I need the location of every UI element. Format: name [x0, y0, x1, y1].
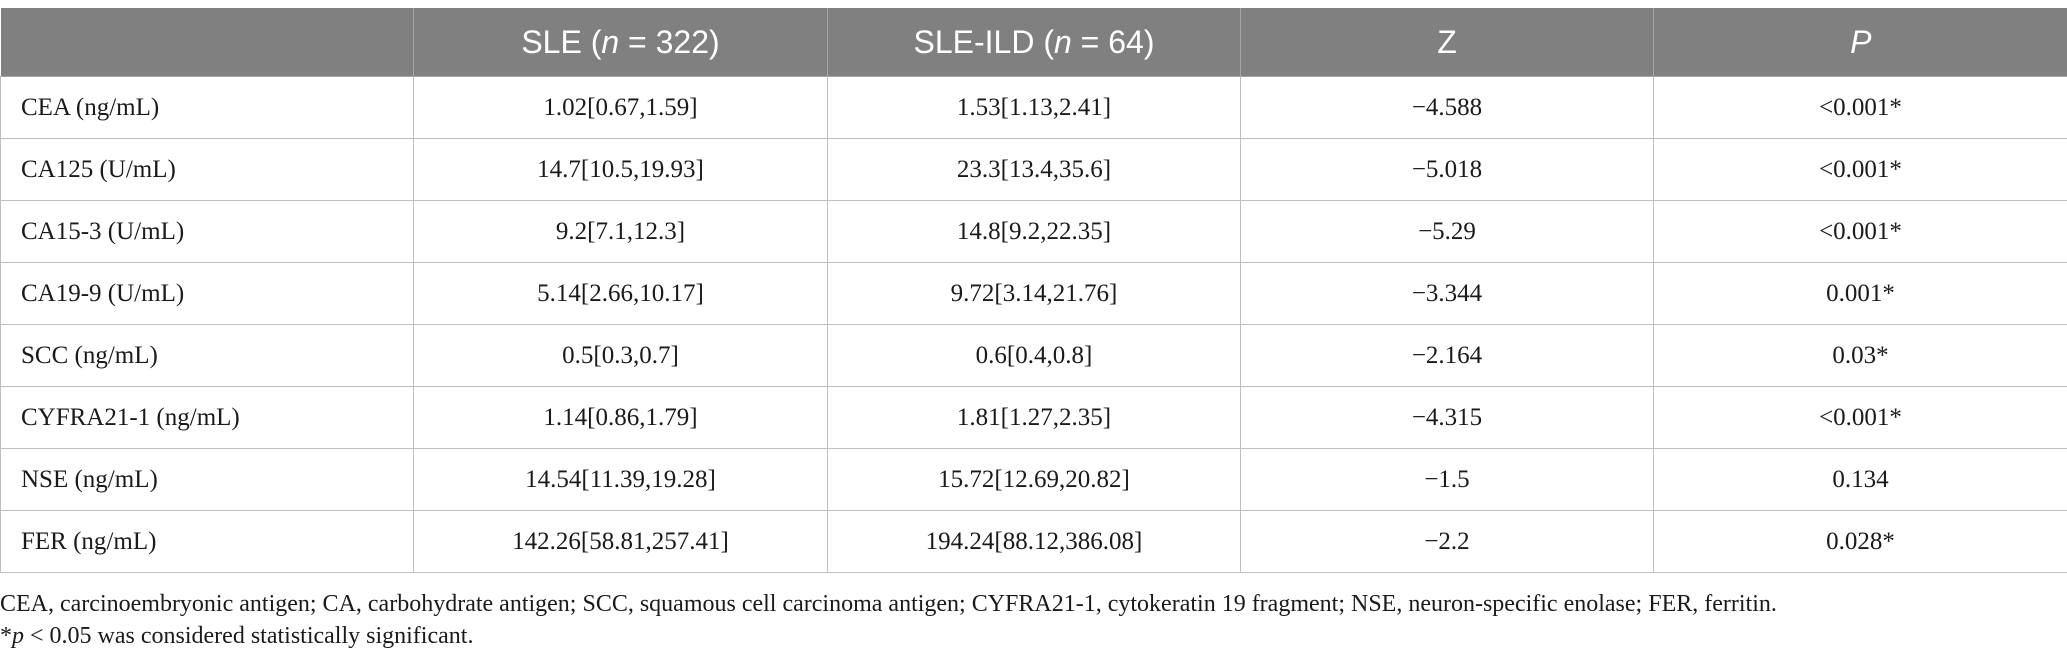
sle-ild-value-cell: 1.53[1.13,2.41]	[827, 76, 1241, 139]
header-sle-ild-post: = 64)	[1071, 23, 1155, 60]
sle-value-cell: 1.02[0.67,1.59]	[413, 76, 828, 139]
header-sle-post: = 322)	[619, 23, 720, 60]
abbreviations-footnote: CEA, carcinoembryonic antigen; CA, carbo…	[0, 591, 1777, 617]
table-body: CEA (ng/mL) 1.02[0.67,1.59] 1.53[1.13,2.…	[0, 76, 2067, 573]
row-label-cell: SCC (ng/mL)	[0, 324, 414, 387]
p-value-cell: 0.028*	[1653, 510, 2067, 573]
sle-ild-value-cell: 9.72[3.14,21.76]	[827, 262, 1241, 325]
p-value-cell: <0.001*	[1653, 386, 2067, 449]
header-cell-sle: SLE (n = 322)	[413, 8, 828, 77]
sle-value-cell: 142.26[58.81,257.41]	[413, 510, 828, 573]
header-sle-pre: SLE (	[521, 23, 602, 60]
sle-value-cell: 5.14[2.66,10.17]	[413, 262, 828, 325]
z-value-cell: −4.588	[1240, 76, 1654, 139]
header-sle-n: n	[601, 23, 620, 60]
significance-asterisk: *	[0, 623, 12, 649]
header-cell-variable	[0, 8, 414, 77]
table-row: CA19-9 (U/mL) 5.14[2.66,10.17] 9.72[3.14…	[0, 262, 2067, 325]
p-value-cell: 0.134	[1653, 448, 2067, 511]
sle-ild-value-cell: 194.24[88.12,386.08]	[827, 510, 1241, 573]
p-value-cell: 0.03*	[1653, 324, 2067, 387]
header-sle-ild-n: n	[1053, 23, 1072, 60]
header-sle-ild-pre: SLE-ILD (	[913, 23, 1054, 60]
sle-ild-value-cell: 15.72[12.69,20.82]	[827, 448, 1241, 511]
z-value-cell: −5.29	[1240, 200, 1654, 263]
results-table-container: SLE (n = 322) SLE-ILD (n = 64) Z P CEA (…	[0, 8, 2067, 573]
z-value-cell: −5.018	[1240, 138, 1654, 201]
z-value-cell: −2.164	[1240, 324, 1654, 387]
sle-ild-value-cell: 1.81[1.27,2.35]	[827, 386, 1241, 449]
row-label-cell: FER (ng/mL)	[0, 510, 414, 573]
significance-footnote: *p < 0.05 was considered statistically s…	[0, 620, 1777, 652]
header-cell-sle-ild: SLE-ILD (n = 64)	[827, 8, 1241, 77]
sle-ild-value-cell: 23.3[13.4,35.6]	[827, 138, 1241, 201]
row-label-cell: CA125 (U/mL)	[0, 138, 414, 201]
z-value-cell: −1.5	[1240, 448, 1654, 511]
row-label-cell: CEA (ng/mL)	[0, 76, 414, 139]
row-label-cell: CA19-9 (U/mL)	[0, 262, 414, 325]
row-label-cell: CA15-3 (U/mL)	[0, 200, 414, 263]
table-row: CYFRA21-1 (ng/mL) 1.14[0.86,1.79] 1.81[1…	[0, 386, 2067, 449]
sle-value-cell: 0.5[0.3,0.7]	[413, 324, 828, 387]
row-label-cell: CYFRA21-1 (ng/mL)	[0, 386, 414, 449]
header-row: SLE (n = 322) SLE-ILD (n = 64) Z P	[0, 8, 2067, 77]
p-value-cell: 0.001*	[1653, 262, 2067, 325]
sle-ild-value-cell: 14.8[9.2,22.35]	[827, 200, 1241, 263]
header-z-label: Z	[1437, 23, 1457, 60]
sle-ild-value-cell: 0.6[0.4,0.8]	[827, 324, 1241, 387]
sle-value-cell: 1.14[0.86,1.79]	[413, 386, 828, 449]
header-cell-p: P	[1653, 8, 2067, 77]
sle-value-cell: 14.54[11.39,19.28]	[413, 448, 828, 511]
results-table: SLE (n = 322) SLE-ILD (n = 64) Z P CEA (…	[0, 8, 2067, 573]
z-value-cell: −3.344	[1240, 262, 1654, 325]
p-value-cell: <0.001*	[1653, 76, 2067, 139]
header-cell-z: Z	[1240, 8, 1654, 77]
table-row: CA125 (U/mL) 14.7[10.5,19.93] 23.3[13.4,…	[0, 138, 2067, 201]
row-label-cell: NSE (ng/mL)	[0, 448, 414, 511]
table-row: CEA (ng/mL) 1.02[0.67,1.59] 1.53[1.13,2.…	[0, 76, 2067, 139]
sle-value-cell: 9.2[7.1,12.3]	[413, 200, 828, 263]
significance-text: < 0.05 was considered statistically sign…	[24, 623, 474, 649]
table-row: CA15-3 (U/mL) 9.2[7.1,12.3] 14.8[9.2,22.…	[0, 200, 2067, 263]
z-value-cell: −4.315	[1240, 386, 1654, 449]
p-value-cell: <0.001*	[1653, 138, 2067, 201]
z-value-cell: −2.2	[1240, 510, 1654, 573]
significance-p-symbol: p	[12, 623, 24, 649]
table-footnotes: CEA, carcinoembryonic antigen; CA, carbo…	[0, 588, 1777, 652]
table-row: FER (ng/mL) 142.26[58.81,257.41] 194.24[…	[0, 510, 2067, 573]
table-header: SLE (n = 322) SLE-ILD (n = 64) Z P	[0, 8, 2067, 77]
table-row: SCC (ng/mL) 0.5[0.3,0.7] 0.6[0.4,0.8] −2…	[0, 324, 2067, 387]
sle-value-cell: 14.7[10.5,19.93]	[413, 138, 828, 201]
table-row: NSE (ng/mL) 14.54[11.39,19.28] 15.72[12.…	[0, 448, 2067, 511]
header-p-label: P	[1850, 23, 1872, 60]
p-value-cell: <0.001*	[1653, 200, 2067, 263]
